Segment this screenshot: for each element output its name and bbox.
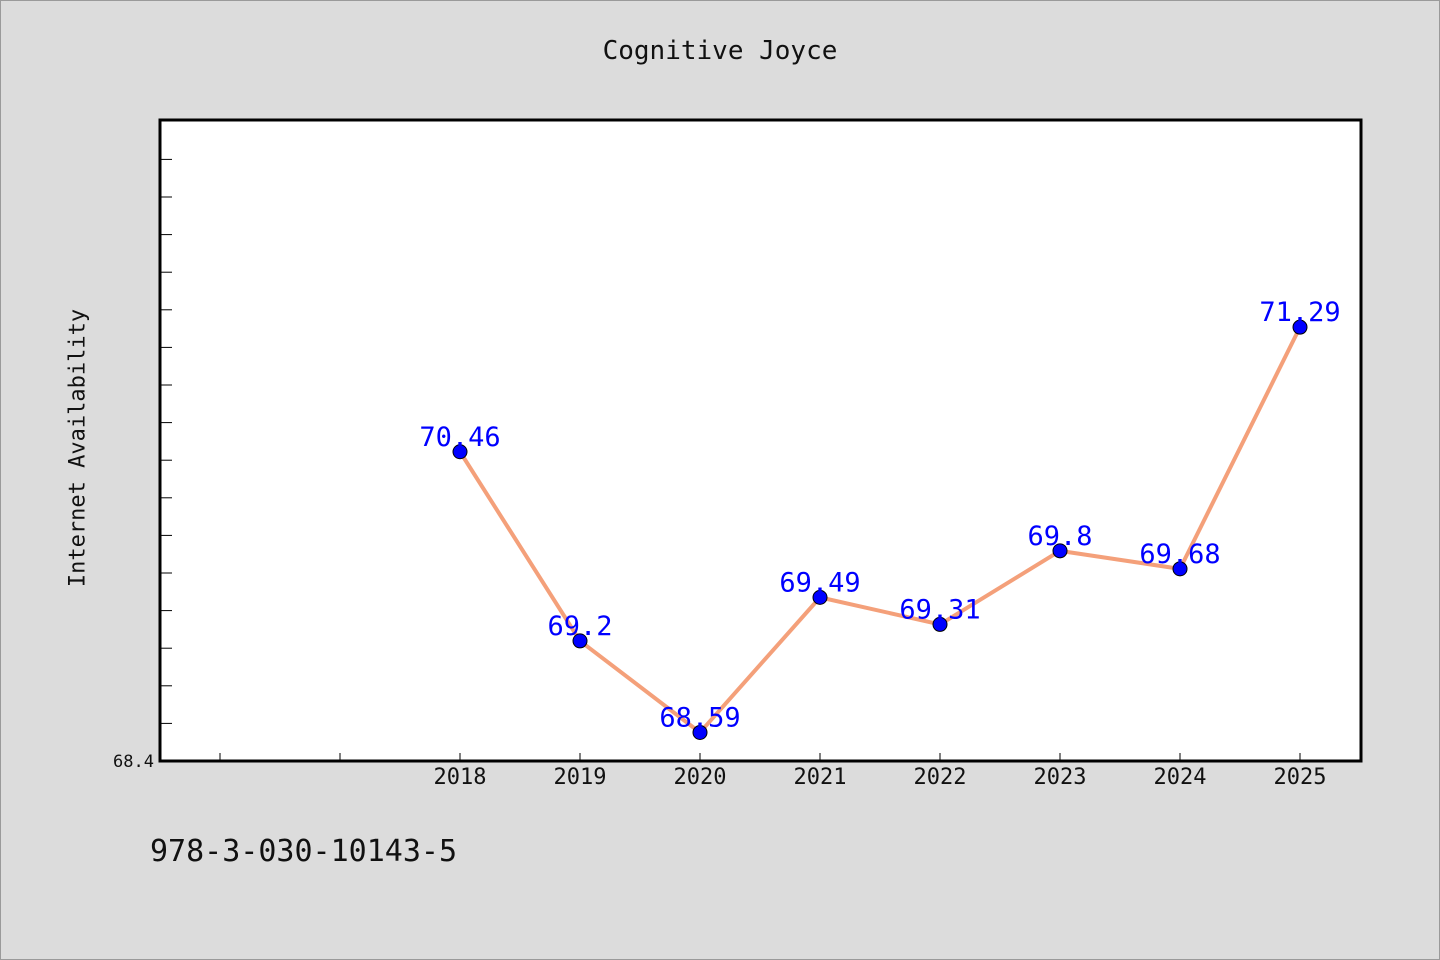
x-tick-label: 2025: [1274, 765, 1327, 790]
chart-title: Cognitive Joyce: [602, 36, 838, 66]
data-point-marker: [452, 444, 468, 460]
data-point-marker: [572, 633, 588, 649]
x-tick-label: 2020: [674, 765, 727, 790]
data-label: 68.59: [659, 702, 740, 733]
data-point-marker: [692, 724, 708, 740]
y-tick-labels-group: 68.4: [113, 752, 154, 772]
series-line-group: [458, 325, 1302, 735]
x-tick-label: 2022: [914, 765, 967, 790]
data-label: 69.2: [547, 611, 612, 642]
plot-area: [160, 120, 1361, 761]
data-point-marker: [812, 589, 828, 605]
x-tick-labels-group: 2018 2019 2020 2021 2022 2023 2024 2025: [434, 765, 1327, 790]
data-label: 71.29: [1259, 297, 1340, 328]
isbn-text: 978-3-030-10143-5: [150, 834, 458, 869]
data-labels-group: 70.46 69.2 68.59 69.49 69.31 69.8 69.68 71.29: [419, 297, 1340, 733]
x-tick-label: 2019: [554, 765, 607, 790]
data-label: 69.68: [1139, 539, 1220, 570]
series-line: [458, 325, 1302, 735]
x-tick-label: 2021: [794, 765, 847, 790]
data-label: 69.8: [1027, 521, 1092, 552]
data-label: 69.49: [779, 567, 860, 598]
data-label: 70.46: [419, 422, 500, 453]
data-point-marker: [1172, 561, 1188, 577]
data-point-marker: [932, 616, 948, 632]
data-point-marker: [1292, 319, 1308, 335]
data-label: 69.31: [899, 594, 980, 625]
data-point-marker: [1052, 543, 1068, 559]
markers-group: [452, 319, 1308, 740]
x-tick-label: 2018: [434, 765, 487, 790]
plot-frame: [158, 118, 1363, 763]
y-tick-label: 68.4: [113, 752, 154, 772]
x-tick-label: 2023: [1034, 765, 1087, 790]
x-tick-label: 2024: [1154, 765, 1207, 790]
